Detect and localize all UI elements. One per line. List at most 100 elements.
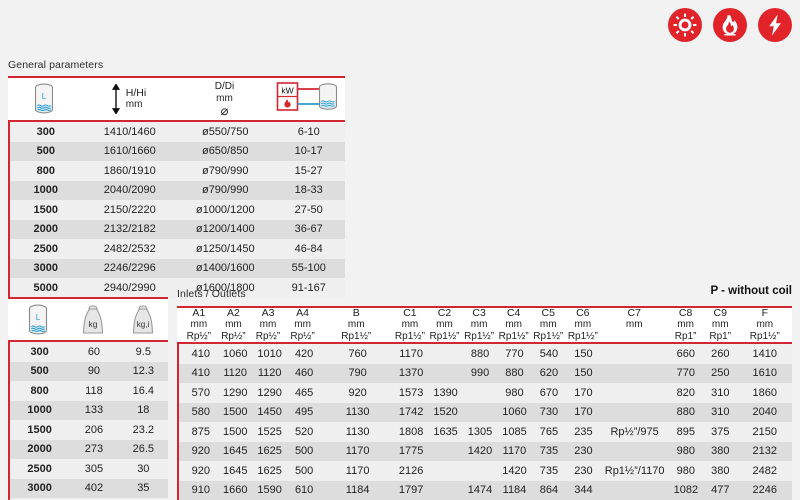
header-unit: mm [216, 92, 233, 104]
cell-a2: 1290 [222, 386, 248, 399]
cell-c8: 770 [676, 367, 696, 380]
header-c6: C6 mm Rp1½” [566, 307, 601, 343]
cell-c8: 980 [676, 464, 696, 477]
table-header-row: L H/Hi mm [8, 76, 345, 122]
cell-volume: 1000 [27, 404, 52, 417]
cell-a4: 500 [294, 445, 314, 458]
cell-c4: 880 [505, 367, 524, 380]
header-thread: Rp1½” [498, 330, 529, 342]
header-c7: C7 mm [600, 307, 668, 343]
cell-a2: 1500 [222, 406, 248, 419]
cell-c9: 250 [711, 367, 730, 380]
header-unit: mm [711, 319, 729, 331]
header-thread: Rp1” [674, 330, 697, 342]
cell-f: 1610 [752, 367, 777, 380]
cell-f: 1410 [752, 347, 777, 360]
cell-diameter: ø1600/1800 [195, 281, 255, 294]
table-row: 500 90 12.3 [10, 361, 168, 381]
table-row: 3000 402 35 [10, 478, 168, 498]
cell-c1: 1573 [398, 386, 424, 399]
header-thread: Rp1½” [341, 330, 372, 342]
header-name: C5 [541, 306, 555, 319]
cell-weight: 402 [84, 482, 104, 495]
cell-c9: 310 [711, 406, 730, 419]
cell-b: 1170 [345, 445, 370, 458]
header-c2: C2 mm Rp1½” [427, 307, 462, 343]
header-thread: Rp½” [255, 330, 281, 342]
header-unit: mm [574, 319, 592, 331]
header-name: A2 [226, 306, 240, 319]
table-body: 300 1410/1460 ø550/750 6-10 500 1610/166… [8, 122, 345, 298]
header-name: C4 [506, 306, 521, 319]
header-name: A4 [296, 306, 309, 319]
cell-volume: 1500 [33, 203, 59, 216]
cell-c5: 735 [539, 464, 559, 477]
header-c1: C1 mm Rp1½” [393, 307, 428, 343]
cell-c1: 1170 [399, 347, 423, 360]
cell-c5: 765 [539, 425, 559, 438]
cell-c8: 980 [676, 445, 696, 458]
header-name: C3 [472, 306, 486, 319]
cell-c5: 730 [539, 406, 559, 419]
kw-boiler-icon: kW [276, 82, 337, 112]
header-thread [600, 331, 668, 343]
cell-c6: 170 [574, 406, 593, 419]
cell-a2: 1500 [222, 425, 248, 438]
cell-c4: 1184 [502, 484, 527, 497]
header-thread: Rp1½” [464, 330, 495, 342]
table-row: 1000 133 18 [10, 400, 168, 420]
weight-insulation-icon: kg,i [132, 304, 154, 334]
header-c8: C8 mm Rp1” [668, 307, 703, 343]
cell-volume: 3000 [33, 262, 59, 275]
header-a2: A2 mm Rp½” [216, 306, 251, 343]
table-row: 2500 305 30 [10, 459, 168, 479]
cell-volume: 800 [36, 164, 55, 177]
cell-weight-insulated: 9.5 [135, 345, 151, 358]
table-row: 800 118 16.4 [10, 381, 168, 401]
cell-volume: 2000 [27, 443, 52, 456]
cell-a2: 1660 [222, 484, 248, 497]
height-arrow-icon [111, 84, 120, 114]
cell-c8: 660 [676, 347, 696, 360]
cell-weight-insulated: 12.3 [132, 365, 155, 378]
header-name: D/Di [214, 81, 235, 92]
cell-weight: 118 [85, 384, 103, 397]
cell-a4: 460 [294, 367, 314, 380]
cell-power: 91-167 [291, 281, 326, 294]
cell-c3: 1474 [467, 484, 493, 497]
cell-c6: 230 [574, 445, 593, 458]
header-volume: L [8, 303, 68, 337]
cell-c6: 344 [574, 484, 593, 497]
cell-diameter: ø1200/1400 [195, 223, 255, 236]
cell-a1: 570 [191, 386, 210, 399]
cell-diameter: ø1000/1200 [195, 203, 255, 216]
cell-c2: 1520 [433, 406, 458, 419]
cell-c1: 1775 [398, 445, 424, 458]
cell-power: 55-100 [291, 262, 326, 275]
cell-b: 1184 [345, 484, 370, 497]
cell-a2: 1645 [222, 445, 248, 458]
cell-volume: 2500 [27, 462, 52, 475]
cell-volume: 1500 [27, 423, 52, 436]
cell-c2: 1635 [433, 425, 458, 438]
cell-c1: 1808 [398, 425, 424, 438]
cell-a3: 1450 [257, 406, 282, 419]
cell-f: 1860 [752, 386, 777, 399]
inlets-outlets-caption: Inlets / Outlets [177, 288, 246, 300]
cell-c4: 770 [505, 347, 524, 360]
svg-text:L: L [36, 313, 41, 322]
cell-a3: 1625 [257, 445, 282, 458]
cell-diameter: ø790/990 [201, 184, 249, 197]
header-a4: A4 mm Rp½” [285, 306, 320, 343]
cell-c5: 620 [539, 367, 559, 380]
cell-power: 18-33 [294, 184, 323, 197]
cell-a4: 500 [294, 464, 314, 477]
diameter-icon: ⌀ [220, 103, 229, 118]
header-name: A3 [261, 306, 275, 319]
table-row: 1500 206 23.2 [10, 420, 168, 440]
cell-c4: 980 [505, 386, 524, 399]
cell-c5: 864 [539, 484, 559, 497]
cell-volume: 2000 [33, 223, 59, 236]
cell-volume: 5000 [33, 281, 59, 294]
cell-weight: 305 [84, 462, 104, 475]
